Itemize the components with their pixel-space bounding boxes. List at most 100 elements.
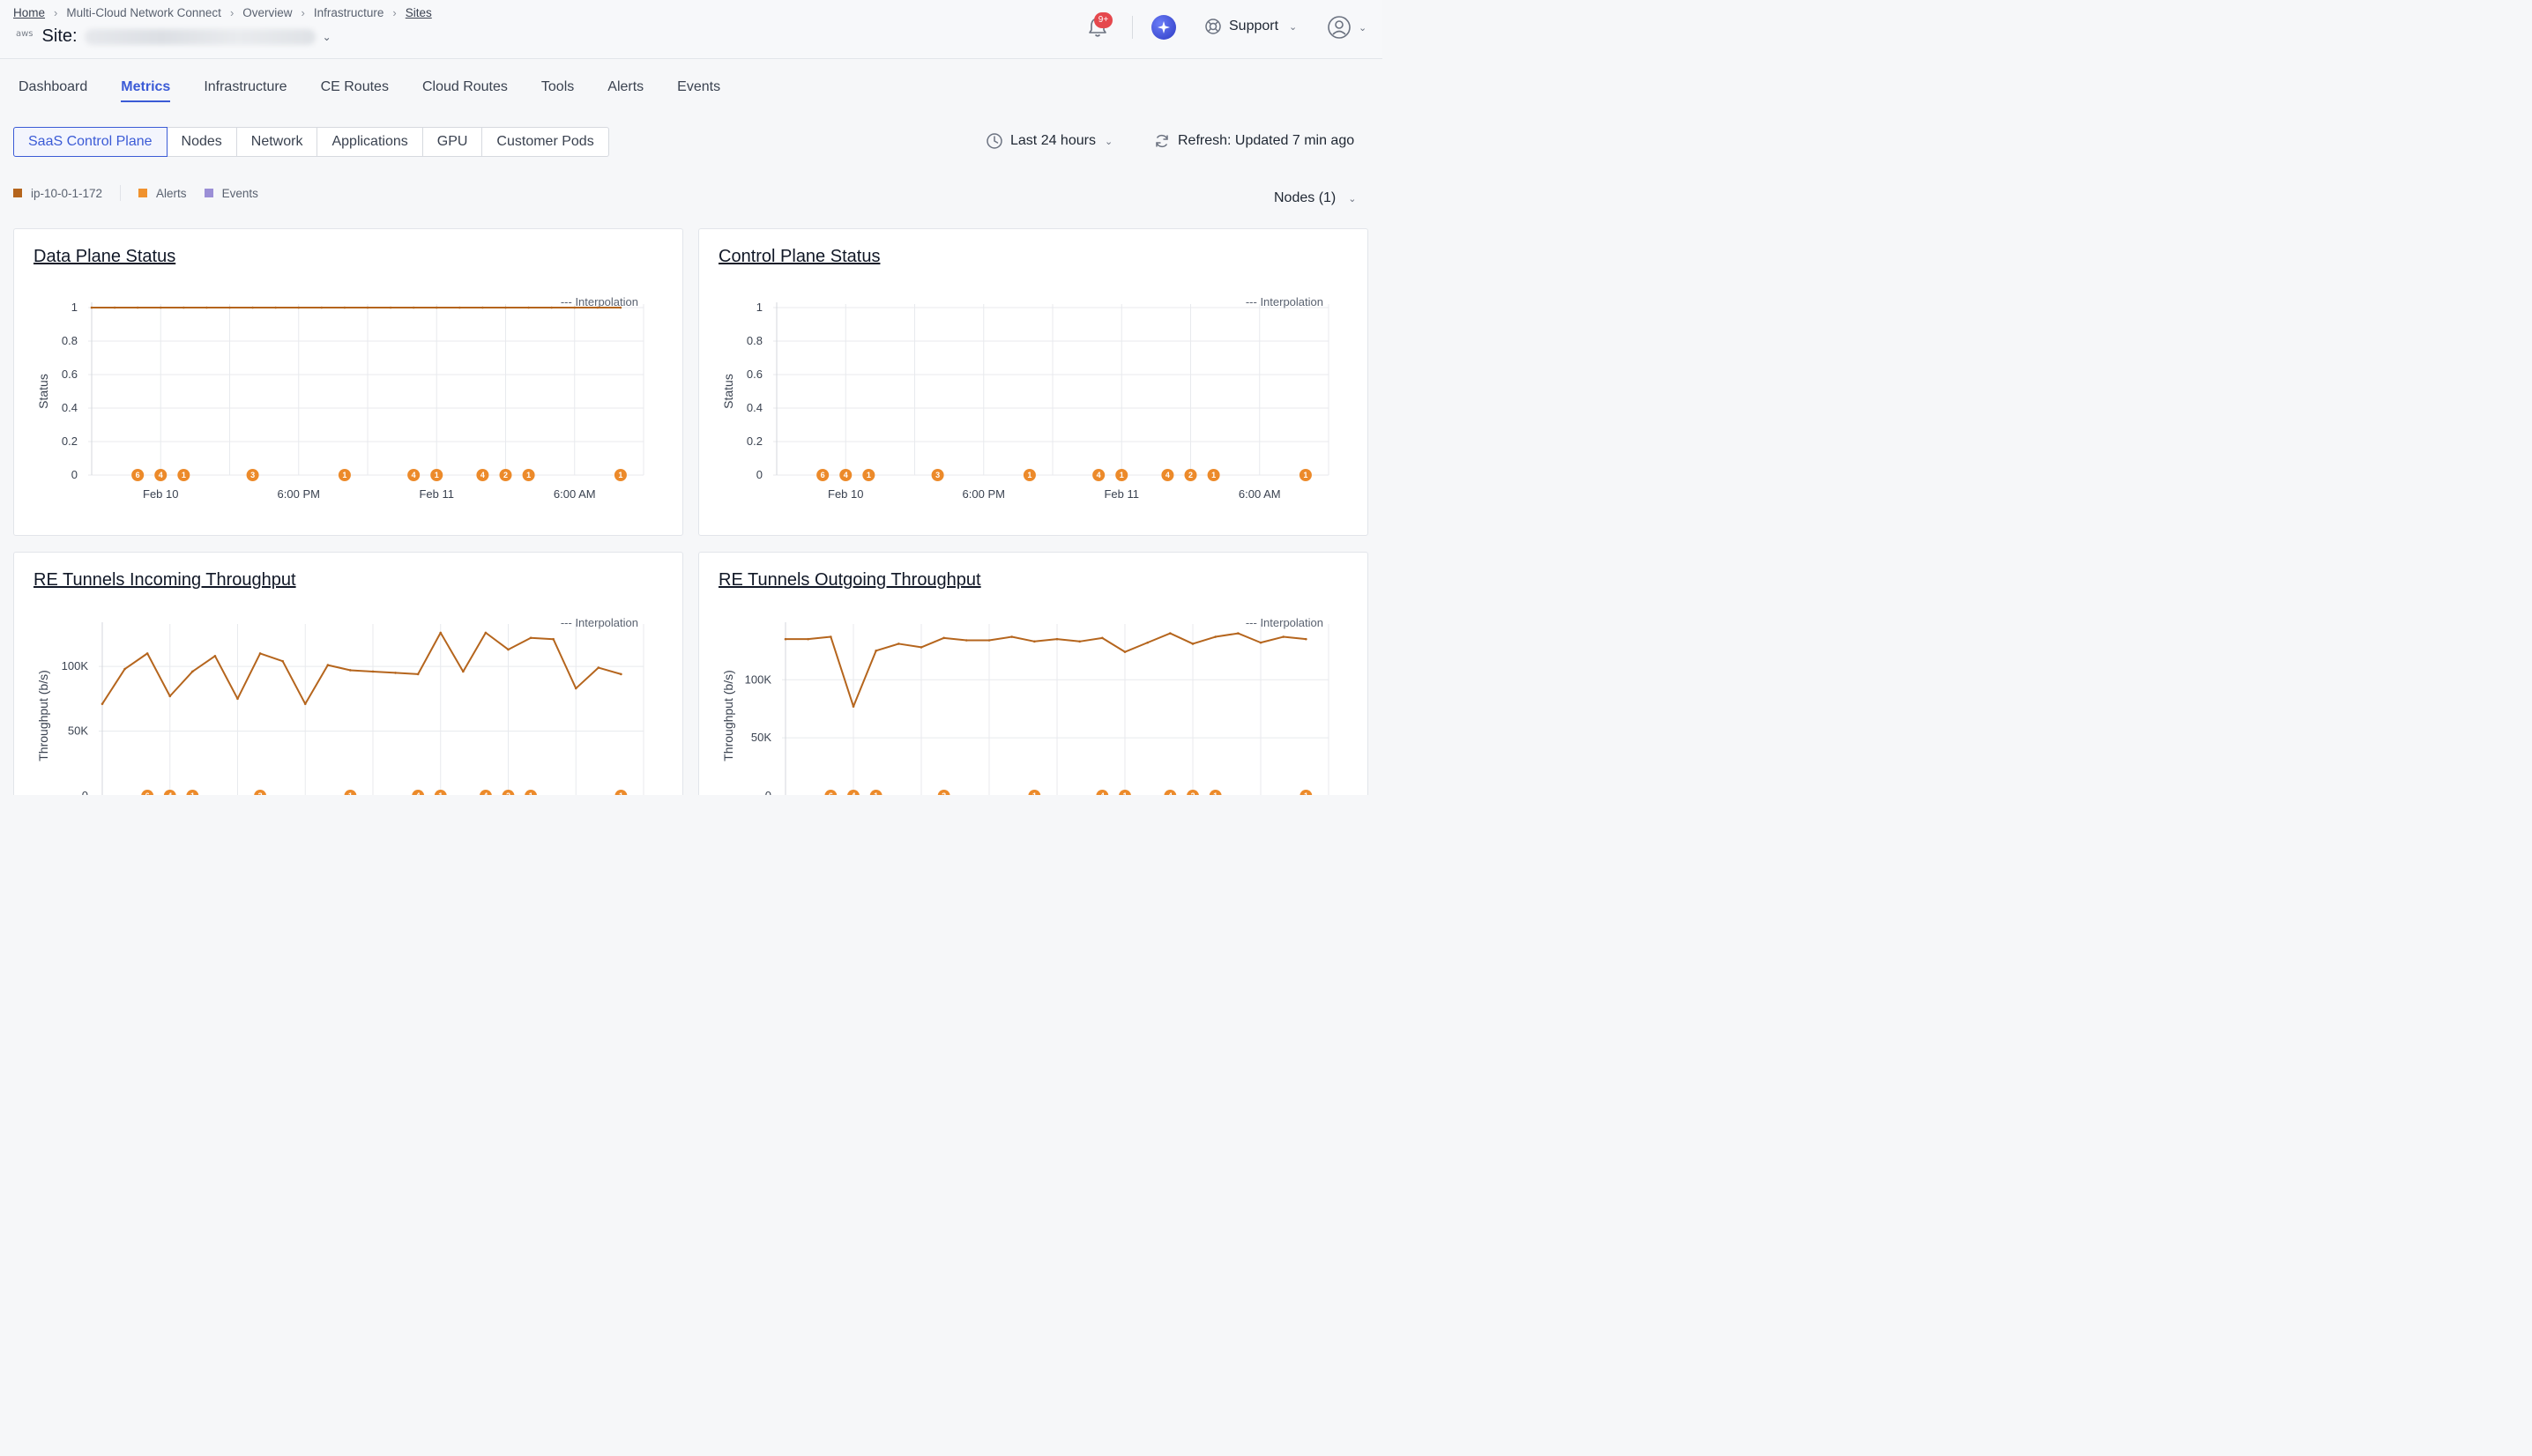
user-menu[interactable]: ⌄: [1327, 15, 1367, 40]
chevron-down-icon[interactable]: ⌄: [322, 30, 331, 43]
y-tick-label: 0.2: [62, 435, 78, 448]
alert-marker: [522, 469, 535, 481]
series-point: [620, 672, 622, 676]
tab-tools[interactable]: Tools: [540, 79, 575, 94]
series-point: [458, 306, 461, 309]
aws-icon: aws: [16, 29, 34, 39]
breadcrumb: Home › Multi-Cloud Network Connect › Ove…: [13, 6, 432, 19]
refresh-label: Refresh: Updated 7 min ago: [1178, 133, 1355, 148]
series-point: [1237, 632, 1240, 635]
chart-title[interactable]: Control Plane Status: [719, 247, 881, 266]
legend-item-node[interactable]: ip-10-0-1-172: [13, 187, 102, 200]
alert-marker: [430, 469, 443, 481]
alert-count: 6: [821, 471, 825, 479]
x-tick-label: Feb 10: [828, 487, 863, 501]
breadcrumb-overview[interactable]: Overview: [242, 6, 293, 19]
alert-count: 4: [412, 471, 416, 479]
alert-count: 1: [1211, 471, 1216, 479]
alert-count: 4: [851, 791, 855, 795]
subtab-gpu[interactable]: GPU: [422, 127, 483, 157]
alert-marker: [1028, 790, 1041, 795]
series-point: [371, 670, 375, 673]
alert-marker: [525, 790, 538, 795]
series-point: [596, 306, 599, 309]
series-point: [784, 637, 787, 641]
series-point: [527, 306, 530, 309]
series-point: [123, 667, 126, 671]
ai-assistant-icon[interactable]: [1151, 15, 1176, 40]
y-tick-label: 0.4: [62, 401, 78, 414]
x-tick-label: Feb 11: [419, 487, 454, 501]
alert-count: 4: [168, 791, 172, 795]
subtab-nodes[interactable]: Nodes: [167, 127, 237, 157]
series-point: [205, 306, 208, 309]
site-selector[interactable]: aws Site: ⌄: [16, 26, 331, 47]
refresh-button[interactable]: Refresh: Updated 7 min ago: [1153, 132, 1354, 150]
alert-count: 1: [1032, 791, 1037, 795]
tab-metrics[interactable]: Metrics: [121, 79, 171, 102]
time-range-selector[interactable]: Last 24 hours ⌄: [986, 132, 1113, 150]
tab-ce-routes[interactable]: CE Routes: [320, 79, 389, 94]
alert-count: 1: [1027, 471, 1031, 479]
series-point: [807, 637, 809, 641]
y-tick-label: 0: [82, 789, 88, 795]
chevron-right-icon: ›: [54, 6, 58, 19]
alert-count: 4: [844, 471, 848, 479]
breadcrumb-home[interactable]: Home: [13, 6, 46, 19]
y-axis-label: Throughput (b/s): [36, 670, 50, 761]
app-root: Home › Multi-Cloud Network Connect › Ove…: [0, 0, 1382, 795]
tab-dashboard[interactable]: Dashboard: [19, 79, 88, 94]
subtab-saas-control-plane[interactable]: SaaS Control Plane: [13, 127, 168, 157]
tab-events[interactable]: Events: [677, 79, 721, 94]
chart-control-plane-status: 0 0.2 0.4 0.6 0.8 1 Status --- Interpolation Feb…: [721, 295, 1329, 501]
alert-count: 6: [829, 791, 833, 795]
alert-count: 4: [159, 471, 163, 479]
x-tick-label: Feb 11: [1104, 487, 1139, 501]
alert-marker: [847, 790, 860, 795]
breadcrumb-sites[interactable]: Sites: [405, 6, 432, 19]
legend-swatch: [204, 189, 213, 197]
legend-item-alerts[interactable]: Alerts: [138, 187, 187, 200]
nodes-dropdown[interactable]: Nodes (1) ⌄: [1274, 190, 1356, 206]
support-menu[interactable]: Support ⌄: [1204, 18, 1297, 35]
y-tick-label: 0.8: [747, 334, 763, 347]
chart-title[interactable]: Data Plane Status: [34, 247, 176, 266]
alert-count: 1: [182, 471, 186, 479]
legend-item-events[interactable]: Events: [204, 186, 258, 200]
alert-marker: [1209, 790, 1222, 795]
breadcrumb-infrastructure[interactable]: Infrastructure: [313, 6, 384, 19]
alert-marker: [344, 790, 357, 795]
alert-count: 1: [618, 471, 622, 479]
breadcrumb-multi-cloud[interactable]: Multi-Cloud Network Connect: [66, 6, 221, 19]
alert-marker: [499, 469, 512, 481]
subtab-customer-pods[interactable]: Customer Pods: [482, 127, 609, 157]
chevron-down-icon: ⌄: [1289, 21, 1298, 33]
interpolation-label: --- Interpolation: [1246, 295, 1323, 308]
tab-infrastructure[interactable]: Infrastructure: [204, 79, 287, 94]
alert-marker: [479, 790, 492, 795]
x-tick-label: 6:00 AM: [554, 487, 596, 501]
refresh-icon: [1156, 134, 1168, 148]
series-point: [366, 306, 369, 309]
alert-marker: [816, 469, 830, 481]
x-tick-label: 6:00 PM: [278, 487, 320, 501]
series-point: [574, 687, 577, 690]
chart-title[interactable]: RE Tunnels Incoming Throughput: [34, 570, 296, 590]
alert-count: 1: [1120, 471, 1124, 479]
legend-label: Events: [221, 186, 258, 200]
series-point: [1010, 635, 1013, 638]
series-point: [281, 659, 284, 663]
alert-count: 4: [416, 791, 421, 795]
legend-label: ip-10-0-1-172: [31, 186, 103, 200]
chart-title[interactable]: RE Tunnels Outgoing Throughput: [719, 570, 981, 590]
chart-card-data-plane-status: Data Plane Status 0 0.2 0.4 0.6 0.8 1 Status --…: [13, 228, 683, 536]
chevron-down-icon: ⌄: [1104, 136, 1113, 147]
subtab-network[interactable]: Network: [236, 127, 318, 157]
tab-cloud-routes[interactable]: Cloud Routes: [421, 79, 508, 94]
alert-count: 1: [526, 471, 531, 479]
y-tick-label: 0: [71, 468, 78, 481]
subtab-applications[interactable]: Applications: [317, 127, 423, 157]
chart-legend: ip-10-0-1-172 Alerts Events: [13, 185, 258, 201]
alert-marker: [407, 469, 421, 481]
tab-alerts[interactable]: Alerts: [607, 79, 644, 94]
